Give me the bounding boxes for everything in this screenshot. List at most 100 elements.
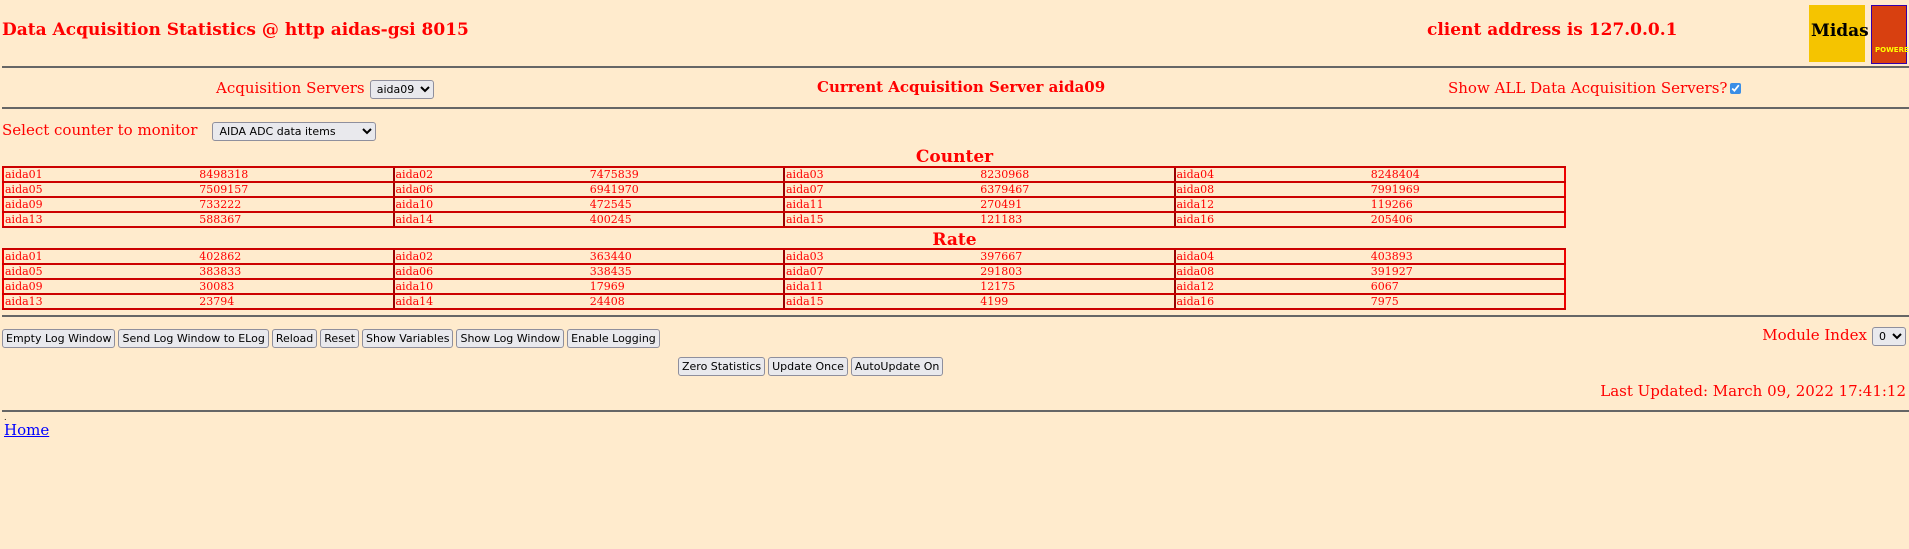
server-value-cell: 7509157 xyxy=(198,181,394,198)
server-value-cell: 6379467 xyxy=(979,181,1175,198)
show-all-row: Show ALL Data Acquisition Servers? xyxy=(1448,78,1742,97)
module-index-label: Module Index xyxy=(1762,326,1867,344)
server-name-cell: aida02 xyxy=(392,248,589,265)
servers-select[interactable]: aida09 xyxy=(369,80,434,99)
server-value-cell: 23794 xyxy=(198,293,394,310)
server-value-cell: 7991969 xyxy=(1369,181,1565,198)
server-value-cell: 205406 xyxy=(1369,211,1565,228)
reset-button[interactable]: Reset xyxy=(320,329,360,348)
page-title: Data Acquisition Statistics @ http aidas… xyxy=(2,20,469,40)
servers-row: Acquisition Servers aida09 xyxy=(216,78,434,99)
counter-table: aida01 8498318 aida02 7475839 aida03 8230968 a… xyxy=(2,166,1566,228)
zero-statistics-button[interactable]: Zero Statistics xyxy=(678,357,766,376)
server-value-cell: 12175 xyxy=(979,278,1175,295)
server-name-cell: aida11 xyxy=(782,196,980,213)
counter-heading: Counter xyxy=(915,147,994,167)
server-value-cell: 6941970 xyxy=(588,181,784,198)
counter-select-label: Select counter to monitor xyxy=(2,121,198,139)
module-index-row: Module Index 0 xyxy=(1762,325,1906,346)
server-value-cell: 383833 xyxy=(198,263,394,280)
update-once-button[interactable]: Update Once xyxy=(768,357,848,376)
server-value-cell: 363440 xyxy=(588,248,784,265)
server-value-cell: 7475839 xyxy=(588,166,784,183)
server-value-cell: 270491 xyxy=(979,196,1175,213)
server-value-cell: 588367 xyxy=(198,211,394,228)
server-name-cell: aida02 xyxy=(392,166,589,183)
toolbar: Empty Log Window Send Log Window to ELog R… xyxy=(2,327,663,348)
server-name-cell: aida10 xyxy=(392,196,589,213)
show-all-label: Show ALL Data Acquisition Servers? xyxy=(1448,79,1728,97)
midas-logo: Midas xyxy=(1809,5,1869,62)
show-log-window-button[interactable]: Show Log Window xyxy=(456,329,565,348)
server-name-cell: aida13 xyxy=(3,293,199,310)
tcl-powered-logo: POWERED xyxy=(1871,5,1909,64)
server-name-cell: aida11 xyxy=(782,278,980,295)
table-row: aida13 23794 aida14 24408 aida15 4199 aida16 79… xyxy=(3,293,1565,310)
server-name-cell: aida08 xyxy=(1173,181,1370,198)
send-log-window-to-elog-button[interactable]: Send Log Window to ELog xyxy=(118,329,269,348)
dot: . xyxy=(4,413,7,422)
server-name-cell: aida16 xyxy=(1173,211,1370,228)
enable-logging-button[interactable]: Enable Logging xyxy=(567,329,660,348)
server-name-cell: aida03 xyxy=(782,166,980,183)
current-server: Current Acquisition Server aida09 xyxy=(817,78,1106,96)
server-name-cell: aida12 xyxy=(1173,196,1370,213)
module-index-select[interactable]: 0 xyxy=(1872,327,1906,346)
server-name-cell: aida04 xyxy=(1173,248,1370,265)
server-value-cell: 403893 xyxy=(1369,248,1565,265)
table-row: aida01 8498318 aida02 7475839 aida03 8230968 a… xyxy=(3,166,1565,183)
server-value-cell: 30083 xyxy=(198,278,394,295)
server-name-cell: aida03 xyxy=(782,248,980,265)
divider xyxy=(2,66,1909,68)
empty-log-window-button[interactable]: Empty Log Window xyxy=(2,329,116,348)
last-updated: Last Updated: March 09, 2022 17:41:12 xyxy=(1600,382,1906,400)
server-name-cell: aida06 xyxy=(392,181,589,198)
server-value-cell: 17969 xyxy=(588,278,784,295)
server-name-cell: aida07 xyxy=(782,263,980,280)
server-name-cell: aida07 xyxy=(782,181,980,198)
servers-label: Acquisition Servers xyxy=(216,79,365,97)
server-name-cell: aida06 xyxy=(392,263,589,280)
server-value-cell: 400245 xyxy=(588,211,784,228)
home-link[interactable]: Home xyxy=(4,421,50,439)
footer: Home xyxy=(4,420,49,439)
server-value-cell: 291803 xyxy=(979,263,1175,280)
reload-button[interactable]: Reload xyxy=(271,329,318,348)
server-name-cell: aida10 xyxy=(392,278,589,295)
server-name-cell: aida13 xyxy=(3,211,199,228)
show-all-checkbox[interactable] xyxy=(1730,83,1742,94)
counter-select-row: Select counter to monitor AIDA ADC data … xyxy=(2,120,377,141)
rate-heading: Rate xyxy=(932,230,977,250)
server-name-cell: aida09 xyxy=(3,278,199,295)
table-row: aida09 30083 aida10 17969 aida11 12175 aida12 6… xyxy=(3,278,1565,295)
server-name-cell: aida15 xyxy=(782,293,980,310)
server-value-cell: 8230968 xyxy=(979,166,1175,183)
server-value-cell: 6067 xyxy=(1369,278,1565,295)
server-value-cell: 391927 xyxy=(1369,263,1565,280)
table-row: aida01 402862 aida02 363440 aida03 397667 aida… xyxy=(3,248,1565,265)
server-name-cell: aida05 xyxy=(3,263,199,280)
counter-select[interactable]: AIDA ADC data items xyxy=(212,122,377,141)
server-value-cell: 7975 xyxy=(1369,293,1565,310)
table-row: aida13 588367 aida14 400245 aida15 121183 aida… xyxy=(3,211,1565,228)
table-row: aida05 7509157 aida06 6941970 aida07 6379467 a… xyxy=(3,181,1565,198)
rate-table: aida01 402862 aida02 363440 aida03 397667 aida… xyxy=(2,248,1566,310)
server-value-cell: 472545 xyxy=(588,196,784,213)
server-name-cell: aida14 xyxy=(392,293,589,310)
server-value-cell: 338435 xyxy=(588,263,784,280)
server-name-cell: aida01 xyxy=(3,166,199,183)
client-address: client address is 127.0.0.1 xyxy=(1427,20,1678,40)
server-value-cell: 397667 xyxy=(979,248,1175,265)
server-name-cell: aida14 xyxy=(392,211,589,228)
server-value-cell: 4199 xyxy=(979,293,1175,310)
server-name-cell: aida12 xyxy=(1173,278,1370,295)
server-name-cell: aida08 xyxy=(1173,263,1370,280)
table-row: aida09 733222 aida10 472545 aida11 270491 aida… xyxy=(3,196,1565,213)
autoupdate-on-button[interactable]: AutoUpdate On xyxy=(850,357,944,376)
server-name-cell: aida05 xyxy=(3,181,199,198)
server-value-cell: 121183 xyxy=(979,211,1175,228)
show-variables-button[interactable]: Show Variables xyxy=(362,329,454,348)
divider xyxy=(2,315,1909,317)
server-value-cell: 733222 xyxy=(198,196,394,213)
server-value-cell: 8498318 xyxy=(198,166,394,183)
